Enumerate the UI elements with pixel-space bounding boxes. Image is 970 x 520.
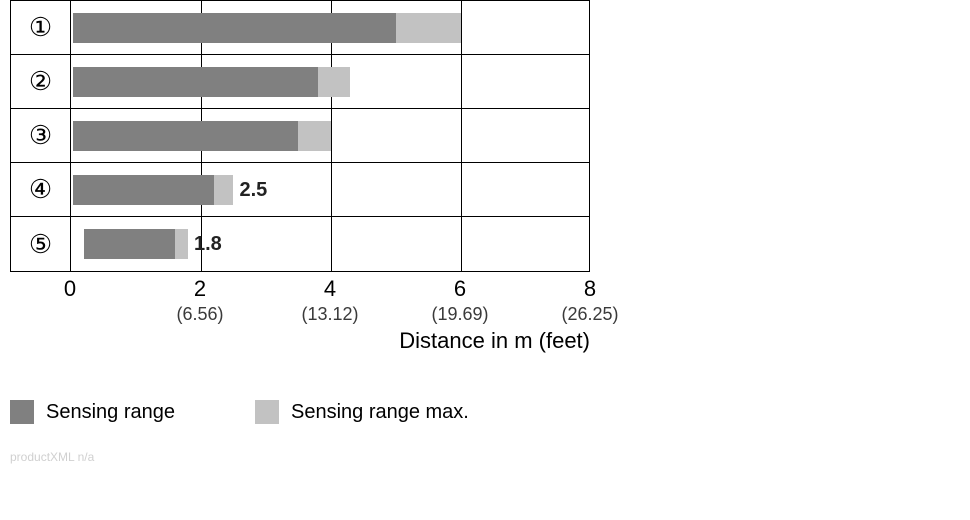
row-number-cell: ① — [11, 1, 71, 54]
row-number-cell: ② — [11, 55, 71, 108]
bar-cell: 0.030.073.84.3 — [71, 55, 589, 108]
axis-label: Distance in m (feet) — [399, 328, 590, 354]
bar-cell: 0.030.075.06.0 — [71, 1, 589, 54]
tick-main: 0 — [64, 276, 76, 302]
gridline — [461, 163, 462, 216]
tick-sub: (19.69) — [431, 304, 488, 325]
axis-tick: 2(6.56) — [176, 276, 223, 325]
gridline — [331, 109, 332, 162]
chart-row: ③ 0.030.073.54.0 — [11, 109, 589, 163]
chart-row: ② 0.030.073.84.3 — [11, 55, 589, 109]
gridline — [331, 163, 332, 216]
legend-item: Sensing range — [10, 400, 175, 424]
tick-sub: (6.56) — [176, 304, 223, 325]
bar-range — [73, 13, 396, 43]
row-number: ② — [29, 66, 52, 97]
tick-main: 4 — [301, 276, 358, 302]
tick-main: 2 — [176, 276, 223, 302]
bar-cell: 0.20.251.61.8 — [71, 217, 589, 271]
legend-item: Sensing range max. — [255, 400, 469, 424]
bar-cell: 0.030.073.54.0 — [71, 109, 589, 162]
row-number: ① — [29, 12, 52, 43]
bar-range — [73, 67, 318, 97]
gridline — [331, 217, 332, 271]
legend-label: Sensing range max. — [291, 401, 469, 424]
bar-range — [84, 229, 175, 259]
bar-cell: 0.030.072.22.5 — [71, 163, 589, 216]
gridline — [461, 217, 462, 271]
gridline — [461, 55, 462, 108]
bar-max-label: 2.5 — [240, 180, 268, 200]
axis-tick: 0 — [64, 276, 76, 302]
row-number: ⑤ — [29, 229, 52, 260]
row-number-cell: ⑤ — [11, 217, 71, 271]
row-number: ④ — [29, 174, 52, 205]
bar-range — [73, 121, 299, 151]
row-number-cell: ④ — [11, 163, 71, 216]
chart-row: ⑤ 0.20.251.61.8 — [11, 217, 589, 271]
bar-max-label: 1.8 — [194, 234, 222, 254]
axis-tick: 8(26.25) — [561, 276, 618, 325]
axis-tick: 6(19.69) — [431, 276, 488, 325]
row-number: ③ — [29, 120, 52, 151]
legend: Sensing range Sensing range max. — [10, 400, 469, 424]
x-axis: 02(6.56)4(13.12)6(19.69)8(26.25)Distance… — [10, 272, 590, 342]
tick-sub: (13.12) — [301, 304, 358, 325]
tick-main: 8 — [561, 276, 618, 302]
legend-label: Sensing range — [46, 401, 175, 424]
bar-range — [73, 175, 214, 205]
footnote: productXML n/a — [10, 450, 94, 464]
gridline — [461, 1, 462, 54]
legend-swatch — [255, 400, 279, 424]
chart-row: ④ 0.030.072.22.5 — [11, 163, 589, 217]
gridline — [461, 109, 462, 162]
row-number-cell: ③ — [11, 109, 71, 162]
tick-sub: (26.25) — [561, 304, 618, 325]
sensing-range-chart: ① 0.030.075.06.0 ② 0.030.073.84.3 ③ 0.030.073… — [10, 0, 590, 342]
chart-row: ① 0.030.075.06.0 — [11, 1, 589, 55]
tick-main: 6 — [431, 276, 488, 302]
chart-grid: ① 0.030.075.06.0 ② 0.030.073.84.3 ③ 0.030.073… — [10, 0, 590, 272]
axis-tick: 4(13.12) — [301, 276, 358, 325]
legend-swatch — [10, 400, 34, 424]
